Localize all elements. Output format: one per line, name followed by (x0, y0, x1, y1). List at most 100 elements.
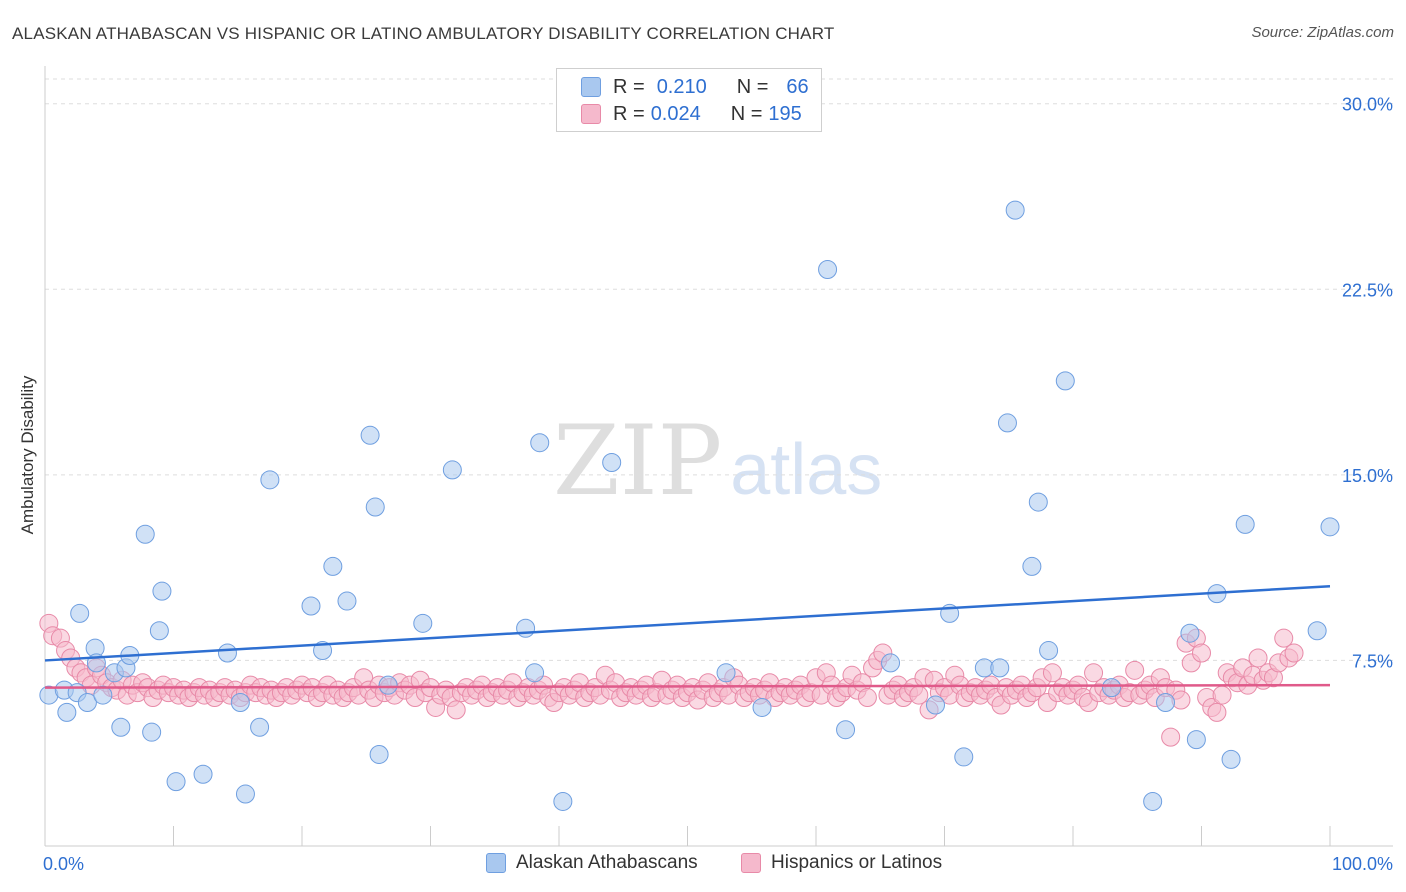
data-point-athabascan (1156, 692, 1176, 712)
data-point-athabascan (442, 460, 462, 480)
data-point-athabascan (250, 717, 270, 737)
data-point-athabascan (1180, 623, 1200, 643)
data-point-athabascan (230, 692, 250, 712)
data-point-athabascan (166, 772, 186, 792)
r-value: 0.210 (656, 75, 707, 98)
legend-label: Hispanics or Latinos (771, 852, 943, 873)
data-point-athabascan (752, 697, 772, 717)
watermark-zip: ZIP (553, 405, 723, 517)
legend-row-hispanic: R = 0.024 N = 195 (581, 101, 802, 127)
data-point-hispanic (1161, 727, 1181, 747)
r-label: R = (613, 75, 645, 98)
y-tick-label: 7.5% (1352, 651, 1393, 671)
data-point-athabascan (235, 784, 255, 804)
n-value: 66 (786, 75, 809, 98)
data-point-athabascan (360, 425, 380, 445)
data-point-athabascan (70, 603, 90, 623)
chart-title: ALASKAN ATHABASCAN VS HISPANIC OR LATINO… (12, 24, 835, 43)
n-label: N = (736, 75, 769, 98)
data-point-athabascan (1186, 730, 1206, 750)
data-point-athabascan (260, 470, 280, 490)
data-point-hispanic (1084, 663, 1104, 683)
data-point-hispanic (1284, 643, 1304, 663)
data-point-athabascan (93, 685, 113, 705)
data-point-athabascan (1102, 678, 1122, 698)
data-point-athabascan (369, 744, 389, 764)
correlation-legend: R = 0.210 N = 66 R = 0.024 N = 195 (556, 68, 822, 132)
legend-row-athabascan: R = 0.210 N = 66 (581, 74, 809, 100)
data-point-athabascan (881, 653, 901, 673)
data-point-athabascan (413, 613, 433, 633)
legend-item-hispanics: Hispanics or Latinos (741, 852, 942, 874)
data-point-athabascan (193, 764, 213, 784)
data-point-athabascan (1143, 791, 1163, 811)
y-axis-label: Ambulatory Disability (18, 375, 37, 535)
r-value: 0.024 (650, 102, 701, 125)
data-point-hispanic (1192, 643, 1211, 663)
data-point-athabascan (954, 747, 974, 767)
data-point-athabascan (530, 433, 550, 453)
legend-swatch-blue (581, 77, 601, 97)
data-point-hispanic (1212, 685, 1232, 705)
trend-line-hispanic (44, 683, 1331, 689)
data-point-hispanic (1274, 628, 1294, 648)
x-tick-label: 0.0% (43, 854, 84, 874)
data-point-athabascan (142, 722, 162, 742)
data-point-athabascan (378, 675, 398, 695)
y-tick-label: 30.0% (1342, 95, 1393, 115)
data-point-hispanic (1207, 702, 1227, 722)
data-point-hispanic (1248, 648, 1268, 668)
n-label: N = (730, 102, 763, 125)
data-point-athabascan (313, 641, 333, 661)
data-point-athabascan (77, 692, 97, 712)
data-point-athabascan (1055, 371, 1075, 391)
data-point-hispanic (1125, 660, 1145, 680)
data-point-hispanic (446, 700, 466, 720)
data-point-athabascan (365, 497, 385, 517)
data-point-athabascan (1235, 514, 1255, 534)
data-point-athabascan (602, 453, 622, 472)
data-point-athabascan (217, 643, 237, 663)
data-point-athabascan (525, 663, 545, 683)
watermark: ZIP atlas (553, 405, 882, 517)
data-point-athabascan (1039, 641, 1059, 661)
data-point-athabascan (1307, 621, 1327, 641)
data-point-athabascan (111, 717, 131, 737)
data-point-athabascan (337, 591, 357, 611)
data-point-athabascan (818, 260, 838, 280)
data-point-athabascan (997, 413, 1017, 433)
x-tick-label: 100.0% (1332, 854, 1393, 874)
r-label: R = (613, 102, 645, 125)
data-point-hispanic (857, 688, 877, 708)
legend-swatch-pink (741, 853, 761, 873)
trend-line-athabascan (44, 584, 1331, 662)
data-point-athabascan (836, 720, 856, 740)
data-point-athabascan (149, 621, 169, 641)
legend-item-athabascans: Alaskan Athabascans (486, 852, 698, 874)
data-point-athabascan (1221, 749, 1241, 769)
data-point-athabascan (152, 581, 172, 601)
data-point-athabascan (1005, 200, 1025, 220)
series-legend: Alaskan Athabascans Hispanics or Latinos (0, 852, 1406, 878)
legend-swatch-pink (581, 104, 601, 124)
data-point-athabascan (301, 596, 321, 616)
n-value: 195 (768, 102, 802, 125)
legend-swatch-blue (486, 853, 506, 873)
data-point-athabascan (716, 663, 736, 683)
data-point-hispanic (1042, 663, 1062, 683)
data-point-athabascan (1320, 517, 1340, 537)
data-point-athabascan (553, 791, 573, 811)
data-point-athabascan (1028, 492, 1048, 512)
data-point-athabascan (323, 556, 343, 576)
data-point-athabascan (135, 524, 155, 544)
y-tick-label: 15.0% (1342, 466, 1393, 486)
y-tick-label: 22.5% (1342, 280, 1393, 300)
watermark-atlas: atlas (730, 430, 883, 510)
legend-label: Alaskan Athabascans (516, 852, 698, 873)
data-point-athabascan (516, 618, 536, 638)
data-point-athabascan (990, 658, 1010, 678)
data-point-athabascan (1022, 556, 1042, 576)
source-label: Source: ZipAtlas.com (1251, 24, 1394, 41)
data-point-athabascan (926, 695, 946, 715)
